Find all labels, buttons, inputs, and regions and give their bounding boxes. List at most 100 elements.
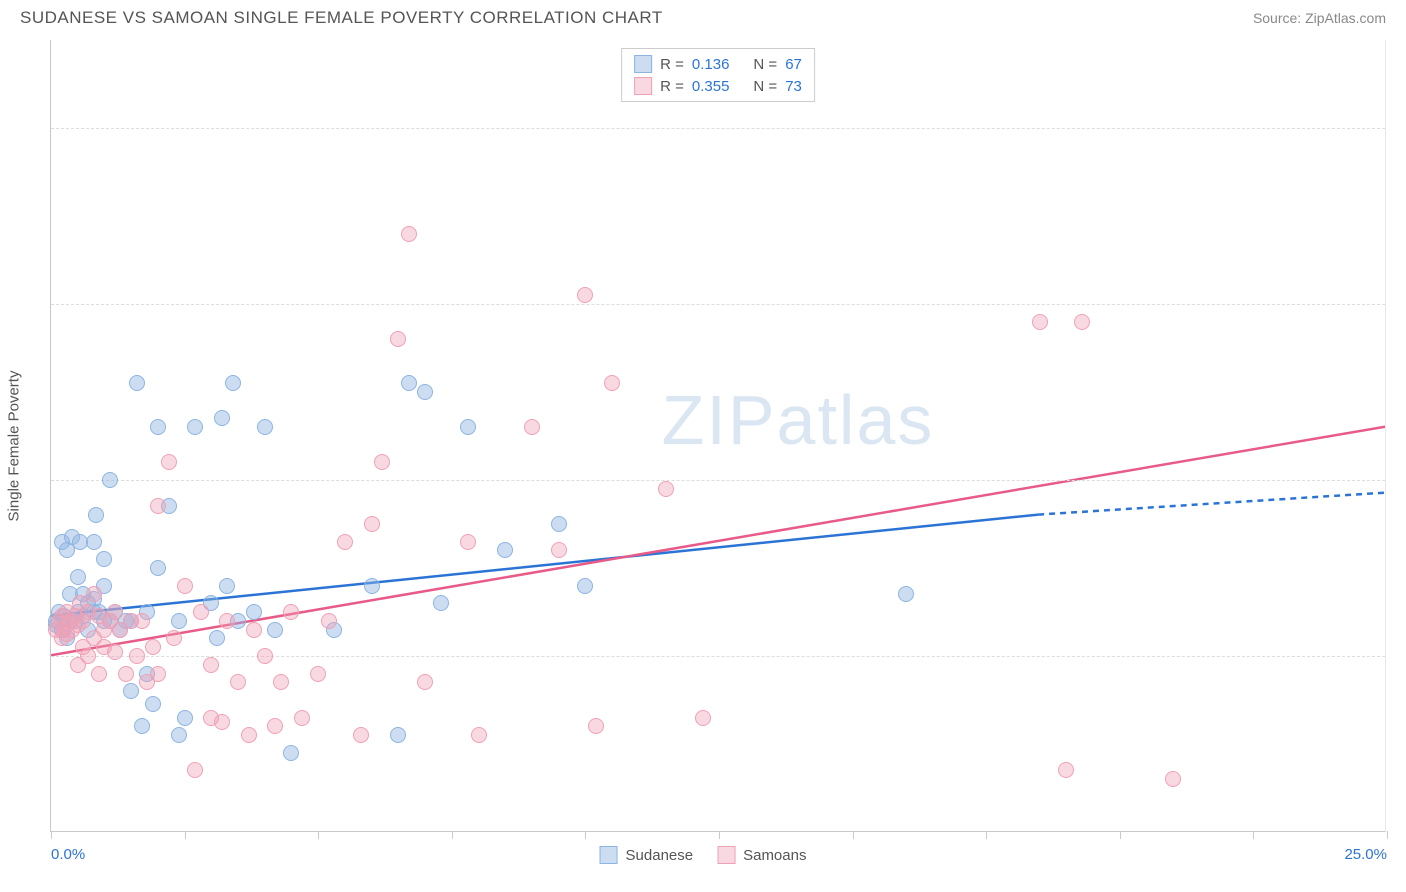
data-point xyxy=(118,666,134,682)
data-point xyxy=(604,375,620,391)
data-point xyxy=(695,710,711,726)
data-point xyxy=(214,714,230,730)
data-point xyxy=(145,639,161,655)
chart-title: SUDANESE VS SAMOAN SINGLE FEMALE POVERTY… xyxy=(20,8,663,28)
gridline xyxy=(51,656,1385,657)
data-point xyxy=(203,657,219,673)
data-point xyxy=(401,226,417,242)
data-point xyxy=(353,727,369,743)
data-point xyxy=(390,727,406,743)
data-point xyxy=(273,674,289,690)
data-point xyxy=(134,718,150,734)
data-point xyxy=(187,419,203,435)
y-tick-label: 60.0% xyxy=(1395,296,1406,313)
watermark: ZIPatlas xyxy=(662,380,935,460)
data-point xyxy=(294,710,310,726)
data-point xyxy=(91,666,107,682)
data-point xyxy=(107,644,123,660)
y-axis-label: Single Female Poverty xyxy=(6,371,23,522)
data-point xyxy=(246,604,262,620)
legend-swatch xyxy=(634,77,652,95)
data-point xyxy=(283,604,299,620)
data-point xyxy=(898,586,914,602)
data-point xyxy=(150,498,166,514)
legend-n-value: 73 xyxy=(785,78,802,95)
data-point xyxy=(96,551,112,567)
data-point xyxy=(150,419,166,435)
x-tick-label: 25.0% xyxy=(1344,846,1387,863)
data-point xyxy=(150,560,166,576)
chart-source: Source: ZipAtlas.com xyxy=(1253,10,1386,26)
data-point xyxy=(134,613,150,629)
legend-r-label: R = xyxy=(660,78,684,95)
data-point xyxy=(433,595,449,611)
x-tick xyxy=(51,831,52,839)
data-point xyxy=(177,710,193,726)
legend-r-value: 0.136 xyxy=(692,56,730,73)
x-tick xyxy=(1253,831,1254,839)
legend-series-label: Sudanese xyxy=(626,847,694,864)
data-point xyxy=(225,375,241,391)
data-point xyxy=(524,419,540,435)
data-point xyxy=(417,384,433,400)
legend-series: Sudanese Samoans xyxy=(600,846,807,864)
data-point xyxy=(193,604,209,620)
data-point xyxy=(219,578,235,594)
legend-n-label: N = xyxy=(753,78,777,95)
data-point xyxy=(551,542,567,558)
data-point xyxy=(551,516,567,532)
data-point xyxy=(80,648,96,664)
data-point xyxy=(70,569,86,585)
data-point xyxy=(267,718,283,734)
data-point xyxy=(166,630,182,646)
data-point xyxy=(390,331,406,347)
data-point xyxy=(241,727,257,743)
gridline xyxy=(51,304,1385,305)
data-point xyxy=(321,613,337,629)
data-point xyxy=(171,613,187,629)
data-point xyxy=(102,472,118,488)
data-point xyxy=(417,674,433,690)
trend-line-extension xyxy=(1038,493,1385,515)
x-tick xyxy=(1387,831,1388,839)
legend-n-value: 67 xyxy=(785,56,802,73)
data-point xyxy=(107,604,123,620)
data-point xyxy=(145,696,161,712)
chart-header: SUDANESE VS SAMOAN SINGLE FEMALE POVERTY… xyxy=(0,0,1406,32)
legend-r-value: 0.355 xyxy=(692,78,730,95)
data-point xyxy=(577,578,593,594)
data-point xyxy=(577,287,593,303)
data-point xyxy=(1074,314,1090,330)
data-point xyxy=(187,762,203,778)
gridline xyxy=(51,480,1385,481)
y-tick-label: 40.0% xyxy=(1395,472,1406,489)
data-point xyxy=(364,578,380,594)
data-point xyxy=(658,481,674,497)
data-point xyxy=(161,454,177,470)
data-point xyxy=(123,683,139,699)
x-tick xyxy=(185,831,186,839)
legend-series-item: Samoans xyxy=(717,846,806,864)
data-point xyxy=(214,410,230,426)
data-point xyxy=(471,727,487,743)
data-point xyxy=(86,586,102,602)
trend-lines-layer xyxy=(51,40,1385,831)
legend-series-label: Samoans xyxy=(743,847,806,864)
watermark-part1: ZIP xyxy=(662,381,777,459)
x-tick xyxy=(986,831,987,839)
x-tick xyxy=(318,831,319,839)
x-tick xyxy=(585,831,586,839)
legend-n-label: N = xyxy=(753,56,777,73)
data-point xyxy=(88,507,104,523)
legend-stats-row: R =0.136N =67 xyxy=(634,53,802,75)
data-point xyxy=(310,666,326,682)
x-tick xyxy=(853,831,854,839)
data-point xyxy=(257,648,273,664)
legend-stats: R =0.136N =67R =0.355N =73 xyxy=(621,48,815,102)
data-point xyxy=(283,745,299,761)
chart-plot-area: ZIPatlas R =0.136N =67R =0.355N =73 20.0… xyxy=(50,40,1386,832)
data-point xyxy=(460,534,476,550)
data-point xyxy=(257,419,273,435)
data-point xyxy=(86,534,102,550)
data-point xyxy=(150,666,166,682)
